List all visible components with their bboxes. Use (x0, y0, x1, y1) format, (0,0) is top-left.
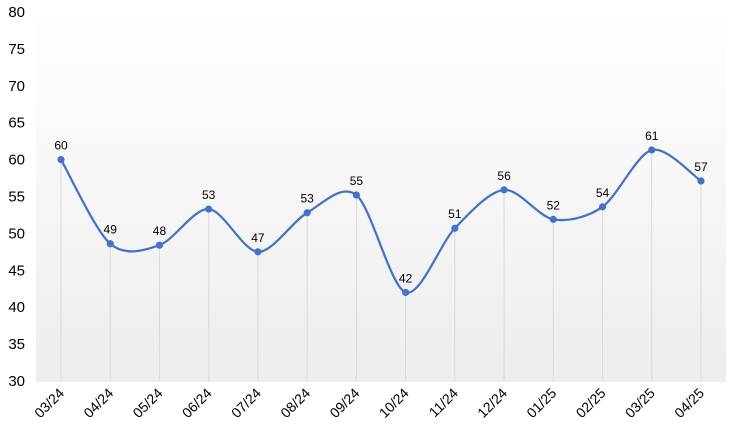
y-tick-label: 40 (8, 299, 25, 316)
data-label: 49 (104, 223, 118, 237)
data-label: 60 (54, 139, 68, 153)
y-tick-label: 55 (8, 189, 25, 206)
data-point (648, 146, 656, 154)
data-point (106, 240, 114, 248)
data-label: 55 (350, 174, 364, 188)
markers (57, 146, 705, 297)
data-point (205, 205, 213, 213)
data-label: 51 (448, 207, 462, 221)
y-tick-label: 30 (8, 373, 25, 390)
data-point (254, 248, 262, 256)
data-point (155, 241, 164, 249)
y-tick-label: 80 (8, 4, 25, 21)
series-line (60, 148, 702, 294)
data-label: 57 (694, 160, 708, 174)
y-tick-label: 35 (8, 336, 25, 353)
data-point (598, 203, 607, 211)
y-tick-label: 45 (8, 262, 25, 279)
x-tick-label: 01/25 (523, 385, 559, 421)
x-tick-label: 03/25 (622, 385, 658, 421)
x-tick-label: 07/24 (228, 385, 264, 421)
data-label: 42 (399, 271, 413, 285)
data-point (402, 288, 410, 297)
x-tick-label: 10/24 (376, 385, 412, 421)
data-label: 47 (251, 231, 265, 245)
data-label: 52 (547, 198, 561, 212)
x-tick-label: 09/24 (326, 385, 362, 421)
data-point (303, 209, 311, 217)
y-axis: 30 35 40 45 50 55 60 65 70 75 80 (8, 4, 25, 390)
y-tick-label: 60 (8, 152, 25, 169)
data-point (549, 215, 557, 223)
data-label: 61 (645, 129, 659, 143)
data-point (57, 156, 65, 164)
x-tick-label: 03/24 (31, 385, 67, 421)
data-label: 53 (202, 188, 216, 202)
data-label: 56 (497, 169, 511, 183)
x-tick-label: 04/25 (671, 385, 707, 421)
data-point (352, 191, 360, 199)
x-tick-label: 12/24 (474, 385, 510, 421)
data-point (500, 186, 508, 194)
x-tick-label: 02/25 (573, 385, 609, 421)
x-tick-label: 05/24 (129, 385, 165, 421)
y-tick-label: 70 (8, 78, 25, 95)
data-label: 54 (596, 186, 610, 200)
y-tick-label: 75 (8, 41, 25, 58)
y-tick-label: 50 (8, 225, 25, 242)
plot-background (36, 12, 726, 382)
y-tick-label: 65 (8, 115, 25, 132)
drop-lines (60, 150, 702, 381)
x-tick-label: 11/24 (426, 385, 462, 421)
data-labels: 60 49 48 53 47 53 55 42 51 56 52 54 61 57 (54, 129, 708, 285)
data-label: 53 (300, 192, 314, 206)
data-point (451, 224, 459, 232)
data-point (697, 177, 705, 185)
x-tick-label: 06/24 (179, 385, 215, 421)
data-label: 48 (153, 224, 167, 238)
x-tick-label: 04/24 (80, 385, 116, 421)
x-tick-label: 08/24 (277, 385, 313, 421)
x-axis: 03/24 04/24 05/24 06/24 07/24 08/24 09/24 10/24… (31, 385, 707, 421)
